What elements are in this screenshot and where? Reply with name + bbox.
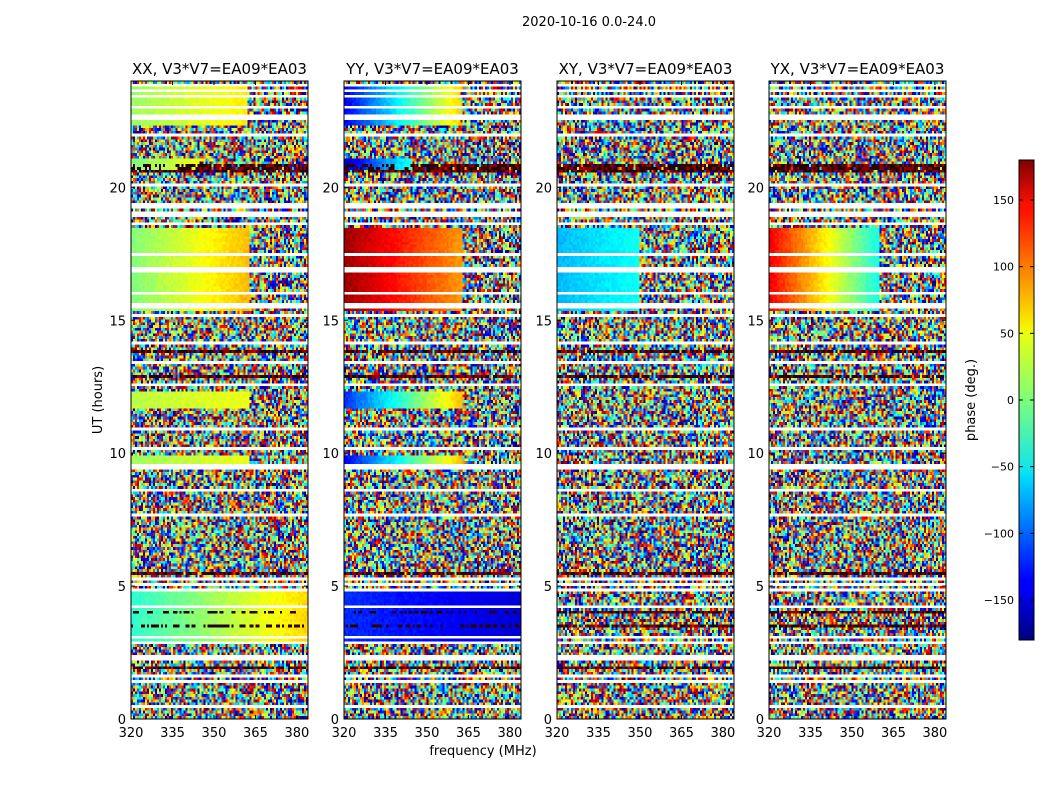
panel-title: XX, V3*V7=EA09*EA03: [132, 60, 307, 78]
colorbar-tick-label: −100: [984, 527, 1014, 540]
x-tick-label: 365: [243, 726, 268, 741]
y-tick-label: 0: [756, 713, 764, 728]
x-axis-label: frequency (MHz): [429, 744, 536, 759]
panel-title: XY, V3*V7=EA09*EA03: [559, 60, 733, 78]
colorbar-tick-label: −150: [984, 594, 1014, 607]
x-tick-label: 380: [285, 726, 310, 741]
y-tick-label: 0: [331, 713, 339, 728]
y-tick-label: 5: [544, 580, 552, 595]
panel-title: YX, V3*V7=EA09*EA03: [770, 60, 945, 78]
phase-heatmap-xx: [131, 81, 308, 719]
colorbar-ticks: −150 −100 −50 0 50 100 150: [984, 194, 1034, 607]
colorbar-tick-label: −50: [991, 461, 1014, 474]
x-tick-label: 380: [711, 726, 736, 741]
y-tick-label: 15: [535, 314, 552, 329]
y-tick-label: 10: [535, 447, 552, 462]
x-tick-label: 335: [798, 726, 823, 741]
y-tick-label: 5: [331, 580, 339, 595]
x-tick-label: 350: [628, 726, 653, 741]
x-tick-label: 320: [119, 726, 144, 741]
phase-heatmap-xy: [557, 81, 734, 719]
panel-yy: YY, V3*V7=EA09*EA03 320 335 350 365 380 0 5 10 15…: [322, 60, 522, 741]
colorbar-tick-label: 50: [1000, 327, 1014, 340]
y-tick-label: 10: [109, 447, 126, 462]
panel-frame: [768, 80, 947, 720]
y-tick-label: 20: [535, 181, 552, 196]
y-tick-label: 20: [322, 181, 339, 196]
figure-title: 2020-10-16 0.0-24.0: [522, 15, 656, 30]
x-tick-label: 350: [840, 726, 865, 741]
y-tick-label: 15: [109, 314, 126, 329]
x-tick-label: 350: [415, 726, 440, 741]
y-tick-label: 0: [544, 713, 552, 728]
x-tick-label: 365: [456, 726, 481, 741]
colorbar-tick-label: 100: [993, 261, 1014, 274]
colorbar: −150 −100 −50 0 50 100 150 phase (deg.): [964, 159, 1035, 641]
x-tick-label: 335: [160, 726, 185, 741]
x-tick-label: 320: [332, 726, 357, 741]
y-tick-label: 5: [756, 580, 764, 595]
panel-yx: YX, V3*V7=EA09*EA03 320 335 350 365 380 0 5 10 15…: [747, 60, 947, 741]
y-tick-label: 0: [118, 713, 126, 728]
panel-frame: [130, 80, 309, 720]
colorbar-tick-label: 0: [1007, 394, 1014, 407]
panel-xx: XX, V3*V7=EA09*EA03 320 335 350 365 380 0 5 10 15…: [109, 60, 309, 741]
y-tick-label: 5: [118, 580, 126, 595]
panel-frame: [556, 80, 735, 720]
phase-heatmap-yx: [769, 81, 946, 719]
y-tick-label: 15: [747, 314, 764, 329]
x-tick-label: 335: [373, 726, 398, 741]
x-tick-label: 335: [586, 726, 611, 741]
x-tick-label: 380: [498, 726, 523, 741]
x-tick-label: 365: [881, 726, 906, 741]
y-tick-label: 10: [747, 447, 764, 462]
x-tick-label: 350: [202, 726, 227, 741]
y-tick-label: 10: [322, 447, 339, 462]
y-axis-label: UT (hours): [91, 366, 106, 434]
panel-title: YY, V3*V7=EA09*EA03: [345, 60, 519, 78]
panel-frame: [343, 80, 522, 720]
x-tick-label: 380: [923, 726, 948, 741]
y-tick-label: 15: [322, 314, 339, 329]
phase-heatmap-yy: [344, 81, 521, 719]
panel-xy: XY, V3*V7=EA09*EA03 320 335 350 365 380 0 5 10 15…: [535, 60, 735, 741]
y-tick-label: 20: [109, 181, 126, 196]
colorbar-label: phase (deg.): [964, 359, 979, 441]
y-tick-label: 20: [747, 181, 764, 196]
colorbar-tick-label: 150: [993, 194, 1014, 207]
x-tick-label: 365: [669, 726, 694, 741]
panels: XX, V3*V7=EA09*EA03 320 335 350 365 380 0 5 10 15…: [109, 60, 947, 741]
x-tick-label: 320: [757, 726, 782, 741]
x-tick-label: 320: [545, 726, 570, 741]
